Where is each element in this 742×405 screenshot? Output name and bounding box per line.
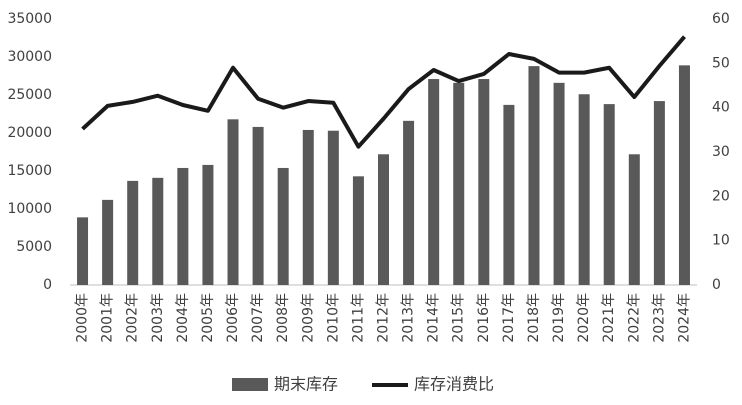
x-tick-label: 2012年 xyxy=(376,293,392,343)
bar xyxy=(202,164,214,285)
x-tick-label: 2008年 xyxy=(275,293,291,343)
y-tick-label: 0 xyxy=(43,277,52,293)
bar xyxy=(102,199,114,285)
x-tick-label: 2023年 xyxy=(651,293,667,343)
legend-label: 库存消费比 xyxy=(414,375,494,394)
y-tick-label: 25000 xyxy=(7,87,52,103)
x-tick-label: 2014年 xyxy=(426,293,442,343)
bar xyxy=(478,79,490,285)
bar xyxy=(127,180,139,285)
bar xyxy=(428,79,440,285)
x-tick-label: 2019年 xyxy=(551,293,567,343)
bar xyxy=(227,119,239,285)
bar xyxy=(378,154,389,285)
bar xyxy=(403,120,415,285)
bar xyxy=(578,94,590,286)
x-tick-label: 2015年 xyxy=(451,293,467,343)
x-tick-label: 2002年 xyxy=(125,293,141,343)
legend-swatch xyxy=(232,378,268,391)
bar xyxy=(252,126,264,285)
x-tick-label: 2001年 xyxy=(100,293,116,343)
bar xyxy=(678,65,690,285)
bar xyxy=(152,177,164,285)
y2-tick-label: 30 xyxy=(712,144,730,160)
bar xyxy=(302,129,314,285)
y-tick-label: 10000 xyxy=(7,201,52,217)
x-tick-label: 2005年 xyxy=(200,293,216,343)
bar xyxy=(553,82,565,285)
x-tick-label: 2022年 xyxy=(626,293,642,343)
bar xyxy=(503,104,515,285)
x-tick-label: 2013年 xyxy=(401,293,417,343)
legend-label: 期末库存 xyxy=(274,375,338,394)
y-tick-label: 30000 xyxy=(7,49,52,65)
y2-tick-label: 0 xyxy=(712,277,721,293)
bar xyxy=(177,167,189,285)
x-tick-label: 2009年 xyxy=(300,293,316,343)
x-tick-label: 2003年 xyxy=(150,293,166,343)
y-tick-label: 35000 xyxy=(7,11,52,27)
bar xyxy=(453,82,465,285)
x-tick-label: 2016年 xyxy=(476,293,492,343)
line xyxy=(81,35,686,149)
y-tick-label: 5000 xyxy=(16,239,52,255)
x-tick-label: 2021年 xyxy=(601,293,617,343)
y-tick-label: 15000 xyxy=(7,163,52,179)
y-tick-label: 20000 xyxy=(7,125,52,141)
bar xyxy=(77,217,89,285)
bar xyxy=(603,104,615,286)
y2-tick-label: 50 xyxy=(712,55,730,71)
x-tick-label: 2024年 xyxy=(676,293,692,343)
y2-tick-label: 20 xyxy=(712,188,730,204)
x-tick-label: 2020年 xyxy=(576,293,592,343)
x-tick-label: 2004年 xyxy=(175,293,191,343)
x-tick-label: 2000年 xyxy=(75,293,91,343)
y2-tick-label: 10 xyxy=(712,233,730,249)
x-tick-label: 2007年 xyxy=(250,293,266,343)
x-tick-label: 2017年 xyxy=(501,293,517,343)
x-tick-label: 2011年 xyxy=(350,293,366,343)
bar xyxy=(528,66,540,286)
bar xyxy=(653,101,665,285)
bar xyxy=(628,154,640,285)
bar xyxy=(277,167,289,285)
x-tick-label: 2010年 xyxy=(325,293,341,343)
y2-tick-label: 40 xyxy=(712,100,730,116)
x-tick-label: 2018年 xyxy=(526,293,542,343)
y2-tick-label: 60 xyxy=(712,11,730,27)
x-tick-label: 2006年 xyxy=(225,293,241,343)
bar xyxy=(327,130,339,285)
bar xyxy=(352,176,364,285)
